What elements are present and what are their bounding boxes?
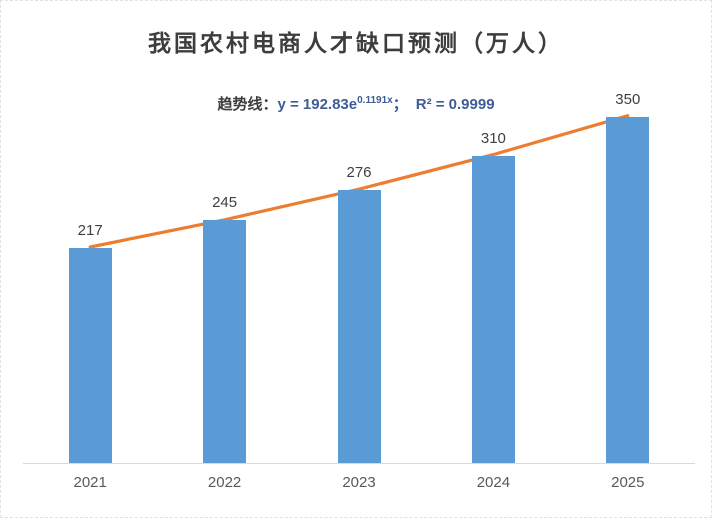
data-label-2021: 217 [77, 222, 103, 239]
data-label-2025: 350 [615, 91, 641, 108]
x-axis-label-2025: 2025 [611, 474, 645, 491]
bar-2021 [68, 248, 112, 463]
x-axis-line [23, 463, 695, 464]
x-axis-label-2024: 2024 [476, 474, 511, 491]
data-label-2022: 245 [212, 194, 238, 211]
data-label-2024: 310 [480, 130, 506, 147]
x-axis-label-2022: 2022 [207, 474, 242, 491]
r-squared: R² = 0.9999 [415, 96, 495, 113]
bar-2022 [203, 220, 247, 463]
chart-title: 我国农村电商人才缺口预测（万人） [148, 30, 564, 56]
trendline-formula: y = 192.83e0.1191x； R² = 0.9999 [277, 95, 495, 113]
trendline-annotation: 趋势线：y = 192.83e0.1191x； R² = 0.9999 [0, 93, 712, 114]
bar-2024 [471, 156, 515, 463]
bar-2023 [337, 190, 381, 463]
plot-area: 217 2021 245 2022 276 2023 310 2024 350 2025 [23, 70, 695, 491]
formula-exponent: 0.1191x [357, 95, 393, 106]
x-axis-label-2023: 2023 [342, 474, 376, 491]
formula-separator: ； [392, 96, 408, 113]
formula-base: y = 192.83e [277, 96, 358, 113]
bar-2025 [606, 117, 650, 463]
trendline-label: 趋势线： [217, 96, 278, 113]
data-label-2023: 276 [346, 164, 372, 181]
x-axis-label-2021: 2021 [73, 474, 107, 491]
